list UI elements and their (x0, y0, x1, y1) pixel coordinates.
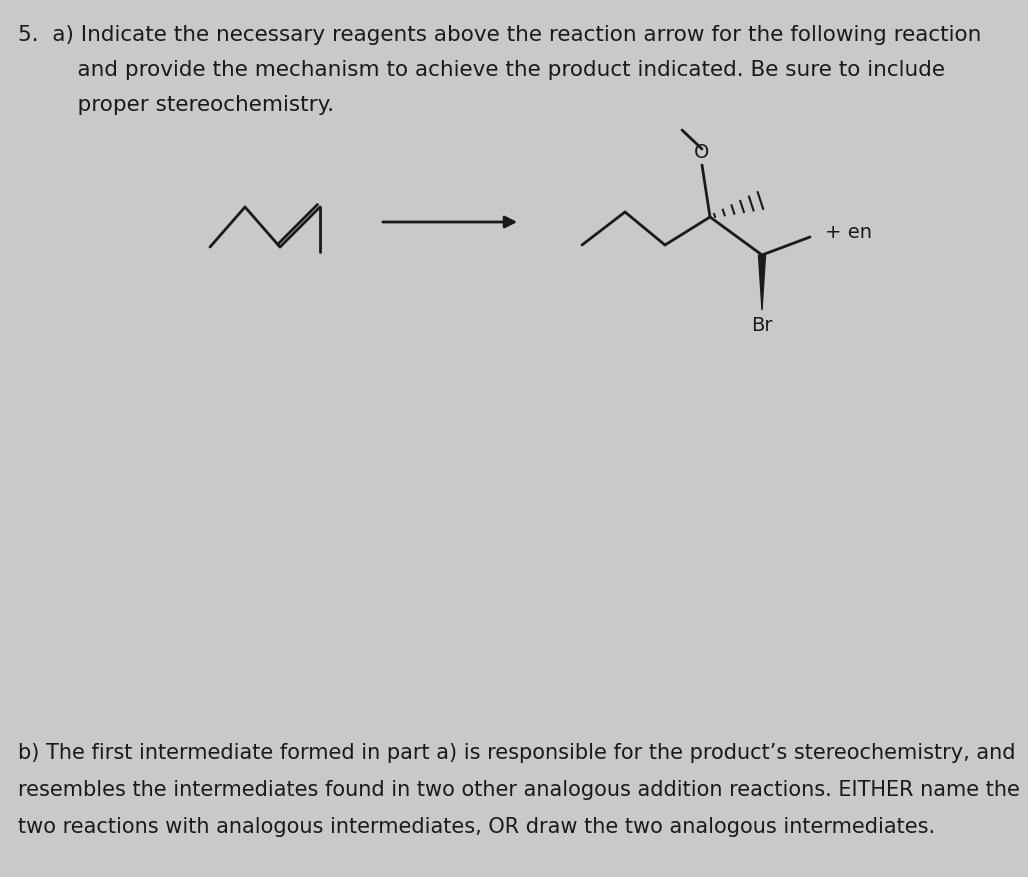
Text: resembles the intermediates found in two other analogous addition reactions. EIT: resembles the intermediates found in two… (19, 779, 1020, 799)
Text: and provide the mechanism to achieve the product indicated. Be sure to include: and provide the mechanism to achieve the… (50, 60, 945, 80)
Polygon shape (759, 256, 766, 310)
Text: + en: + en (825, 224, 872, 242)
Text: Br: Br (751, 316, 773, 335)
Text: 5.  a) Indicate the necessary reagents above the reaction arrow for the followin: 5. a) Indicate the necessary reagents ab… (19, 25, 982, 45)
Text: O: O (694, 143, 709, 162)
Text: two reactions with analogous intermediates, OR draw the two analogous intermedia: two reactions with analogous intermediat… (19, 816, 935, 836)
Text: proper stereochemistry.: proper stereochemistry. (50, 95, 334, 115)
Text: b) The first intermediate formed in part a) is responsible for the product’s ste: b) The first intermediate formed in part… (19, 742, 1016, 762)
